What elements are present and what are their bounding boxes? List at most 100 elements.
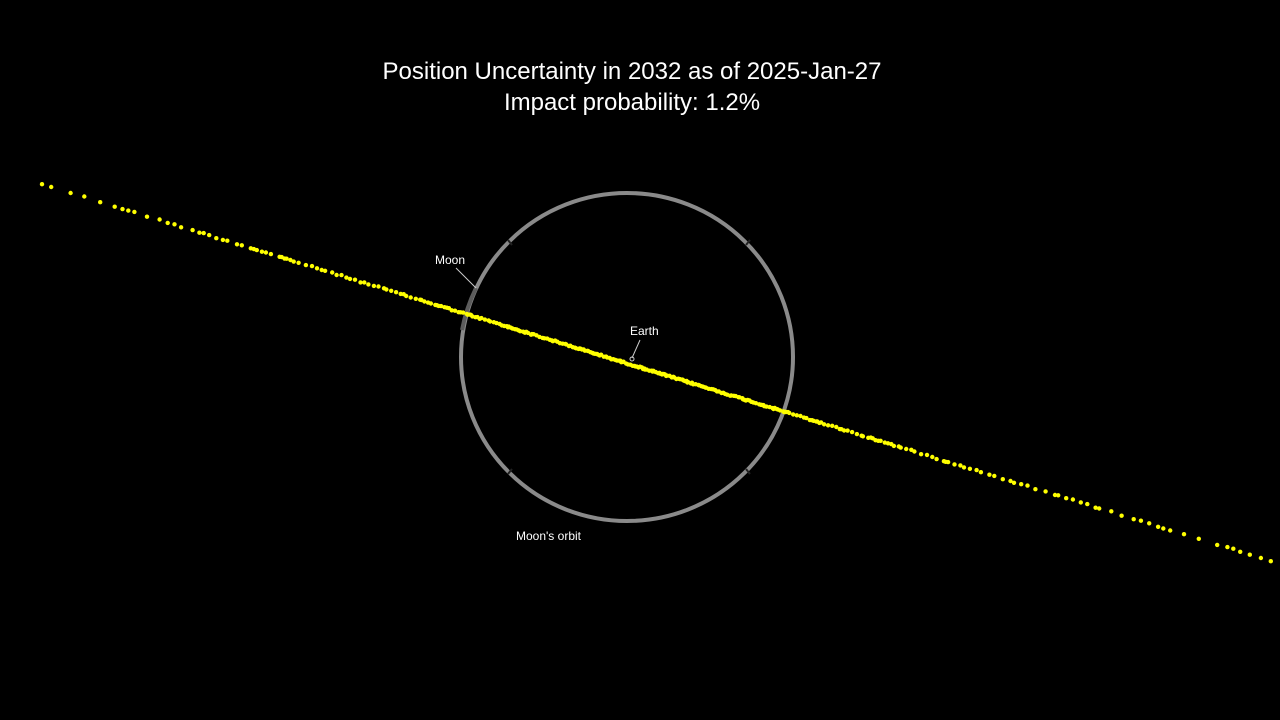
uncertainty-point [891,443,897,449]
uncertainty-point [1155,524,1161,529]
uncertainty-point [791,412,796,417]
uncertainty-point [1225,544,1230,550]
uncertainty-point [254,247,259,253]
uncertainty-point [1168,528,1173,533]
title: Position Uncertainty in 2032 as of 2025-… [383,58,882,85]
uncertainty-point [330,270,335,275]
uncertainty-point [344,275,349,280]
uncertainty-point [804,415,809,421]
uncertainty-point [1268,559,1274,564]
uncertainty-point [172,222,177,227]
uncertainty-point [1052,492,1058,498]
uncertainty-point [952,462,957,467]
uncertainty-point [197,230,202,235]
uncertainty-point [912,449,917,454]
uncertainty-point [1138,518,1144,523]
uncertainty-point [1131,517,1136,522]
uncertainty-point [449,308,454,313]
uncertainty-point [878,438,883,443]
uncertainty-point [1085,501,1090,507]
uncertainty-point [49,184,54,190]
uncertainty-point [1019,482,1024,487]
subtitle: Impact probability: 1.2% [504,89,760,116]
orbit-tick [507,239,513,246]
uncertainty-point [225,238,230,243]
uncertainty-point [918,452,924,457]
uncertainty-point [347,276,353,282]
uncertainty-point [428,301,434,306]
uncertainty-point [834,424,839,430]
uncertainty-point [1011,480,1017,485]
uncertainty-point [1033,487,1038,492]
uncertainty-point [339,272,344,278]
uncertainty-points [39,182,1274,564]
uncertainty-point [296,260,301,265]
uncertainty-point [39,182,45,187]
uncertainty-point [268,251,274,257]
uncertainty-point [885,441,891,446]
uncertainty-point [404,293,409,299]
uncertainty-point [992,473,997,479]
uncertainty-point [1043,489,1048,494]
uncertainty-point [1238,549,1243,554]
uncertainty-point [1147,521,1152,526]
moon-arc [460,287,478,331]
earth-leader [631,339,641,359]
moon-label: Moon [435,253,465,267]
uncertainty-point [904,446,909,452]
uncertainty-point [1181,532,1187,537]
orbit-tick [745,468,751,475]
uncertainty-point [945,459,951,465]
uncertainty-point [830,423,835,428]
uncertainty-point [821,422,827,427]
uncertainty-point [120,206,125,212]
uncertainty-point [452,308,458,313]
uncertainty-point [384,287,389,292]
uncertainty-point [1008,478,1013,484]
uncertainty-point [259,249,265,254]
uncertainty-point [165,220,170,226]
uncertainty-point [854,431,860,437]
uncertainty-point [787,410,792,416]
orbit-tick [507,468,513,475]
moon-orbit [459,191,795,523]
uncertainty-point [487,319,493,324]
uncertainty-point [753,401,759,406]
uncertainty-point [98,200,103,205]
uncertainty-point [1119,513,1124,518]
uncertainty-point [930,454,935,460]
uncertainty-point [234,242,240,247]
uncertainty-point [1258,555,1264,561]
uncertainty-point [413,296,418,301]
uncertainty-point [214,236,219,241]
uncertainty-point [924,452,930,458]
uncertainty-point [958,463,963,468]
uncertainty-point [362,280,367,285]
uncertainty-point [961,465,967,470]
uncertainty-point [845,428,850,433]
uncertainty-point [303,262,309,268]
uncertainty-point [1056,493,1061,498]
uncertainty-point [126,208,131,213]
uncertainty-point [207,232,212,238]
orbit-label: Moon's orbit [516,529,582,543]
uncertainty-point [1093,505,1098,510]
uncertainty-point [934,456,939,462]
uncertainty-point [309,263,315,269]
uncertainty-point [849,429,855,435]
uncertainty-point [798,413,803,419]
uncertainty-point [190,227,195,233]
uncertainty-point [393,290,399,295]
uncertainty-point [978,470,984,475]
uncertainty-point [352,277,358,282]
uncertainty-point [898,445,903,450]
uncertainty-point [479,315,484,321]
uncertainty-point [132,209,137,215]
uncertainty-point [322,268,328,273]
uncertainty-point [1161,526,1166,531]
uncertainty-point [1000,477,1005,482]
uncertainty-point [288,257,293,263]
uncertainty-point [1109,509,1114,514]
